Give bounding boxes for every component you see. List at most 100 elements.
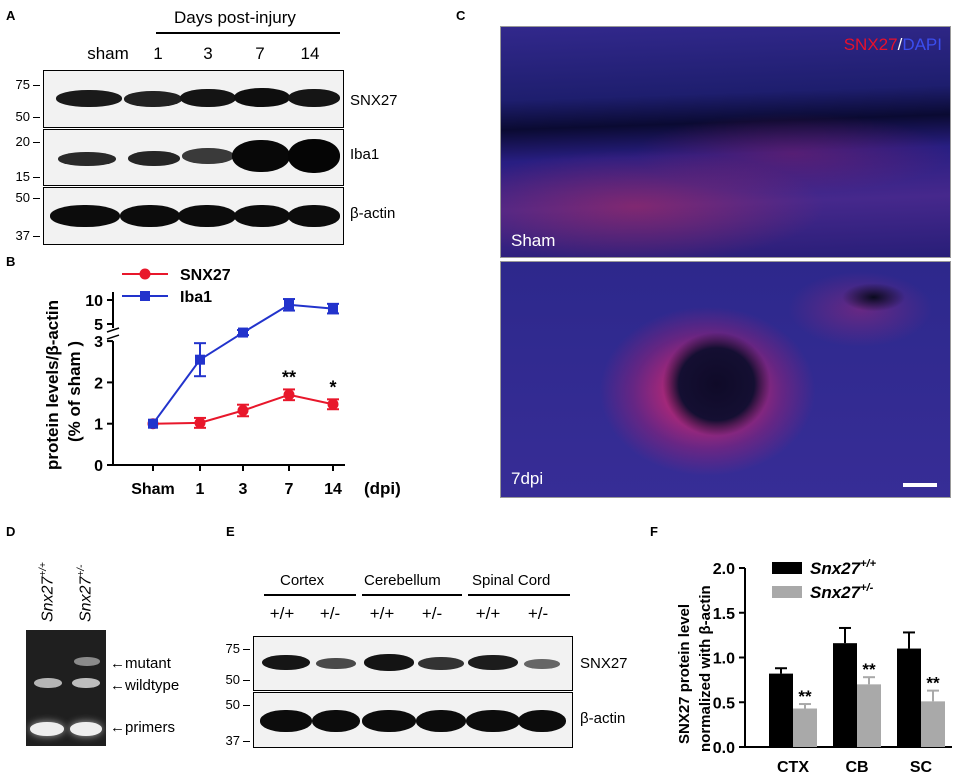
legend-label: SNX27 <box>180 267 231 284</box>
bar-cb <box>857 684 881 747</box>
y-axis-label: (% of sham ) <box>65 341 84 442</box>
mw-marker: 15 <box>4 169 40 184</box>
legend-label: Snx27+/+ <box>810 558 877 578</box>
panel-c-letter: C <box>456 8 466 23</box>
y-tick-label: 1 <box>94 417 103 434</box>
x-tick-label: 14 <box>324 481 342 498</box>
y-axis-label: protein levels/β-actin <box>43 300 62 470</box>
micrograph-label-sham: Sham <box>511 231 556 250</box>
legend-swatch <box>772 562 802 574</box>
mw-marker: 50 <box>214 697 250 712</box>
y-tick-label: 2 <box>94 375 103 392</box>
significance-mark: * <box>329 377 336 397</box>
data-point <box>283 389 295 401</box>
y-tick-label: 5 <box>94 317 103 334</box>
data-point <box>238 327 248 338</box>
bar-cb <box>833 643 857 747</box>
lane-label-a: 7 <box>255 44 265 63</box>
axis-break-mark <box>106 334 120 340</box>
stain-blue-label: DAPI <box>902 35 942 54</box>
x-tick-label: 1 <box>196 481 205 498</box>
genotype-label: +/- <box>527 604 549 623</box>
panel-e-letter: E <box>226 524 235 539</box>
data-point <box>237 404 249 416</box>
genotype-label: +/+ <box>475 604 501 623</box>
protein-label: β-actin <box>580 710 626 727</box>
protein-label: SNX27 <box>350 92 398 109</box>
data-point <box>327 398 339 410</box>
protein-label: β-actin <box>350 205 396 222</box>
region-line <box>468 594 570 596</box>
legend-marker <box>140 291 150 301</box>
y-axis-label: SNX27 protein level <box>676 604 693 744</box>
genotype-label: +/+ <box>369 604 395 623</box>
legend-marker <box>139 268 151 280</box>
data-point <box>284 299 294 310</box>
x-tick-label: 3 <box>239 481 248 498</box>
gel-band-label: ←primers <box>110 719 176 736</box>
blot-snx27-e <box>253 636 573 691</box>
significance-mark: ** <box>926 674 940 693</box>
panel-a-header: Days post-injury <box>174 8 296 27</box>
mw-marker: 50 <box>4 109 40 124</box>
y-tick-label: 0 <box>94 458 103 475</box>
mw-marker: 37 <box>4 228 40 243</box>
y-tick-label: 3 <box>94 334 103 351</box>
genotype-label: +/- <box>319 604 341 623</box>
lane-label-a: sham <box>87 44 129 63</box>
y-tick-label: 1.0 <box>713 651 735 668</box>
region-label: Cortex <box>280 572 325 589</box>
region-line <box>362 594 462 596</box>
mw-marker: 20 <box>4 134 40 149</box>
blot-snx27-a <box>43 70 344 128</box>
y-tick-label: 10 <box>85 293 103 310</box>
legend-swatch <box>772 586 802 598</box>
significance-mark: ** <box>798 687 812 706</box>
panel-f-letter: F <box>650 524 658 539</box>
panel-d-letter: D <box>6 524 16 539</box>
significance-mark: ** <box>862 660 876 679</box>
gel-band-label: ←wildtype <box>110 677 180 694</box>
pcr-gel <box>26 630 106 746</box>
x-tick-label: 7 <box>285 481 294 498</box>
genotype-label: +/+ <box>269 604 295 623</box>
x-tick-label: CTX <box>777 759 809 776</box>
bar-chart-f: 0.0 0.5 1.0 1.5 2.0 SNX27 protein level normal… <box>676 558 952 776</box>
mw-marker: 75 <box>4 77 40 92</box>
stain-legend: SNX27/DAPI <box>844 35 942 55</box>
panel-b-letter: B <box>6 254 16 269</box>
blot-iba1-a <box>43 129 344 186</box>
bar-ctx <box>793 708 817 747</box>
mw-marker: 75 <box>214 641 250 656</box>
blot-actin-a <box>43 187 344 245</box>
legend-label: Snx27+/- <box>810 582 874 602</box>
mw-marker: 50 <box>214 672 250 687</box>
significance-mark: ** <box>282 367 296 387</box>
genotype-lane-label: Snx27+/- <box>76 564 95 622</box>
y-tick-label: 2.0 <box>713 561 735 578</box>
micrograph-7dpi: 7dpi <box>500 261 951 498</box>
micrograph-label-7dpi: 7dpi <box>511 469 544 488</box>
bar-sc <box>897 648 921 747</box>
bar-sc <box>921 701 945 747</box>
genotype-lane-label: Snx27+/+ <box>38 562 57 622</box>
bar-ctx <box>769 673 793 747</box>
genotype-label: +/- <box>421 604 443 623</box>
y-tick-label: 0.0 <box>713 740 735 757</box>
x-axis-label: (dpi) <box>364 479 401 498</box>
blot-actin-e <box>253 692 573 748</box>
x-tick-label: Sham <box>131 481 175 498</box>
data-point <box>194 417 206 429</box>
stain-separator: / <box>897 35 903 54</box>
mw-marker: 50 <box>4 190 40 205</box>
region-line <box>264 594 356 596</box>
panel-a-header-line <box>156 32 340 34</box>
stain-red-label: SNX27 <box>843 35 898 54</box>
scale-bar <box>903 483 937 487</box>
protein-label: SNX27 <box>580 655 628 672</box>
protein-label: Iba1 <box>350 146 380 163</box>
legend-label: Iba1 <box>180 289 212 306</box>
region-label: Spinal Cord <box>472 572 551 589</box>
lane-label-a: 14 <box>300 44 320 63</box>
